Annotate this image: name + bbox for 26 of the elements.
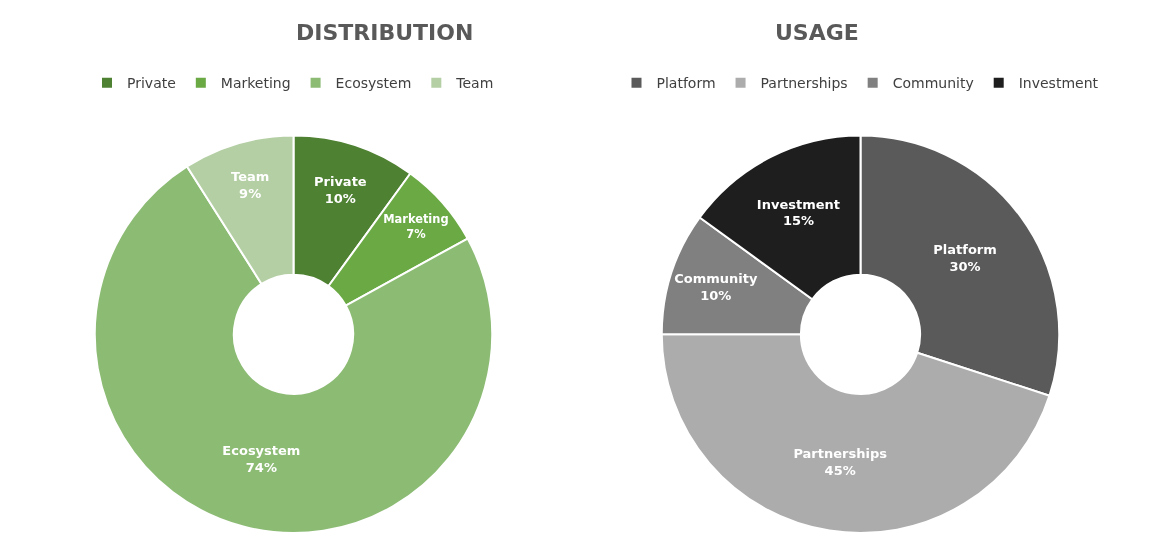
data-label: 10% [700, 288, 732, 304]
data-label: 74% [245, 460, 277, 476]
slice-label: Marketing [383, 211, 449, 226]
slice-label: Community [674, 271, 758, 287]
legend-label: Ecosystem [335, 75, 412, 92]
chart-title: DISTRIBUTION [296, 20, 474, 45]
slice-label: Private [313, 173, 367, 189]
chart-title: USAGE [775, 20, 859, 45]
legend-label: Private [127, 75, 176, 92]
legend-label: Team [455, 75, 494, 92]
legend-label: Marketing [220, 75, 291, 92]
data-label: 10% [324, 190, 356, 206]
legend-label: Platform [656, 75, 716, 92]
legend-label: Community [892, 75, 974, 92]
slice-label: Team [231, 169, 270, 185]
legend-label: Partnerships [760, 75, 848, 92]
legend-label: Investment [1018, 75, 1099, 92]
data-label: 9% [239, 185, 262, 201]
slice-label: Investment [756, 196, 841, 212]
slice-label: Ecosystem [222, 443, 301, 459]
data-label: 7% [406, 226, 427, 241]
data-label: 15% [782, 213, 815, 229]
data-label: 45% [824, 462, 856, 478]
slice-label: Partnerships [793, 445, 888, 461]
data-label: 30% [949, 259, 981, 275]
slice-label: Platform [933, 242, 997, 258]
